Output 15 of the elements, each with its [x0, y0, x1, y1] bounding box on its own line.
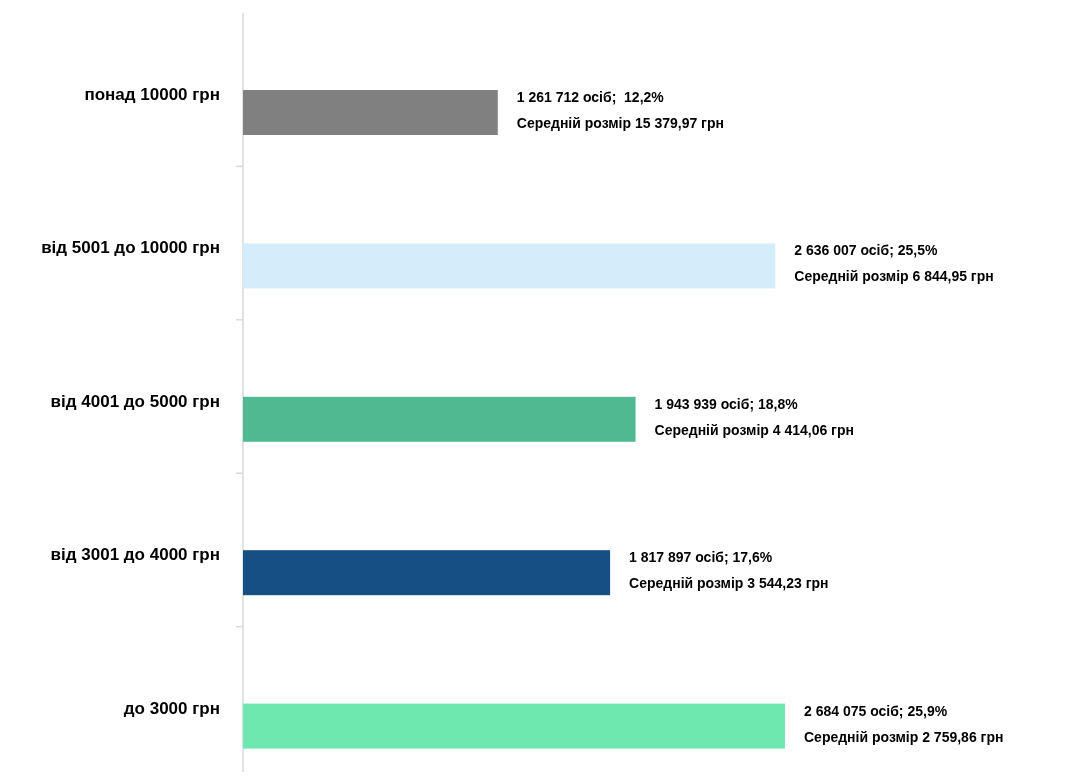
bar — [243, 90, 498, 135]
bar — [243, 243, 776, 289]
data-label: 1 943 939 осіб; 18,8% Середній розмір 4 414,06 грн — [654, 395, 854, 438]
data-label: 1 261 712 осіб; 12,2% Середній розмір 15 379,97 грн — [516, 89, 724, 131]
data-label: 2 684 075 осіб; 25,9% Середній розмір 2 759,86 грн — [804, 702, 1004, 745]
y-tick-label: від 5001 до 10000 грн — [41, 238, 220, 258]
y-tick-label: понад 10000 грн — [84, 85, 220, 104]
bar — [243, 396, 636, 442]
y-tick-label: від 3001 до 4000 грн — [50, 545, 220, 565]
data-label: 1 817 897 осіб; 17,6% Середній розмір 3 544,23 грн — [629, 549, 829, 592]
y-tick-label: від 4001 до 5000 грн — [50, 391, 220, 411]
data-label: 2 636 007 осіб; 25,5% Середній розмір 6 844,95 грн — [794, 242, 994, 285]
bar — [243, 703, 785, 749]
y-tick-label: до 3000 грн — [123, 698, 220, 718]
bar — [243, 550, 611, 596]
